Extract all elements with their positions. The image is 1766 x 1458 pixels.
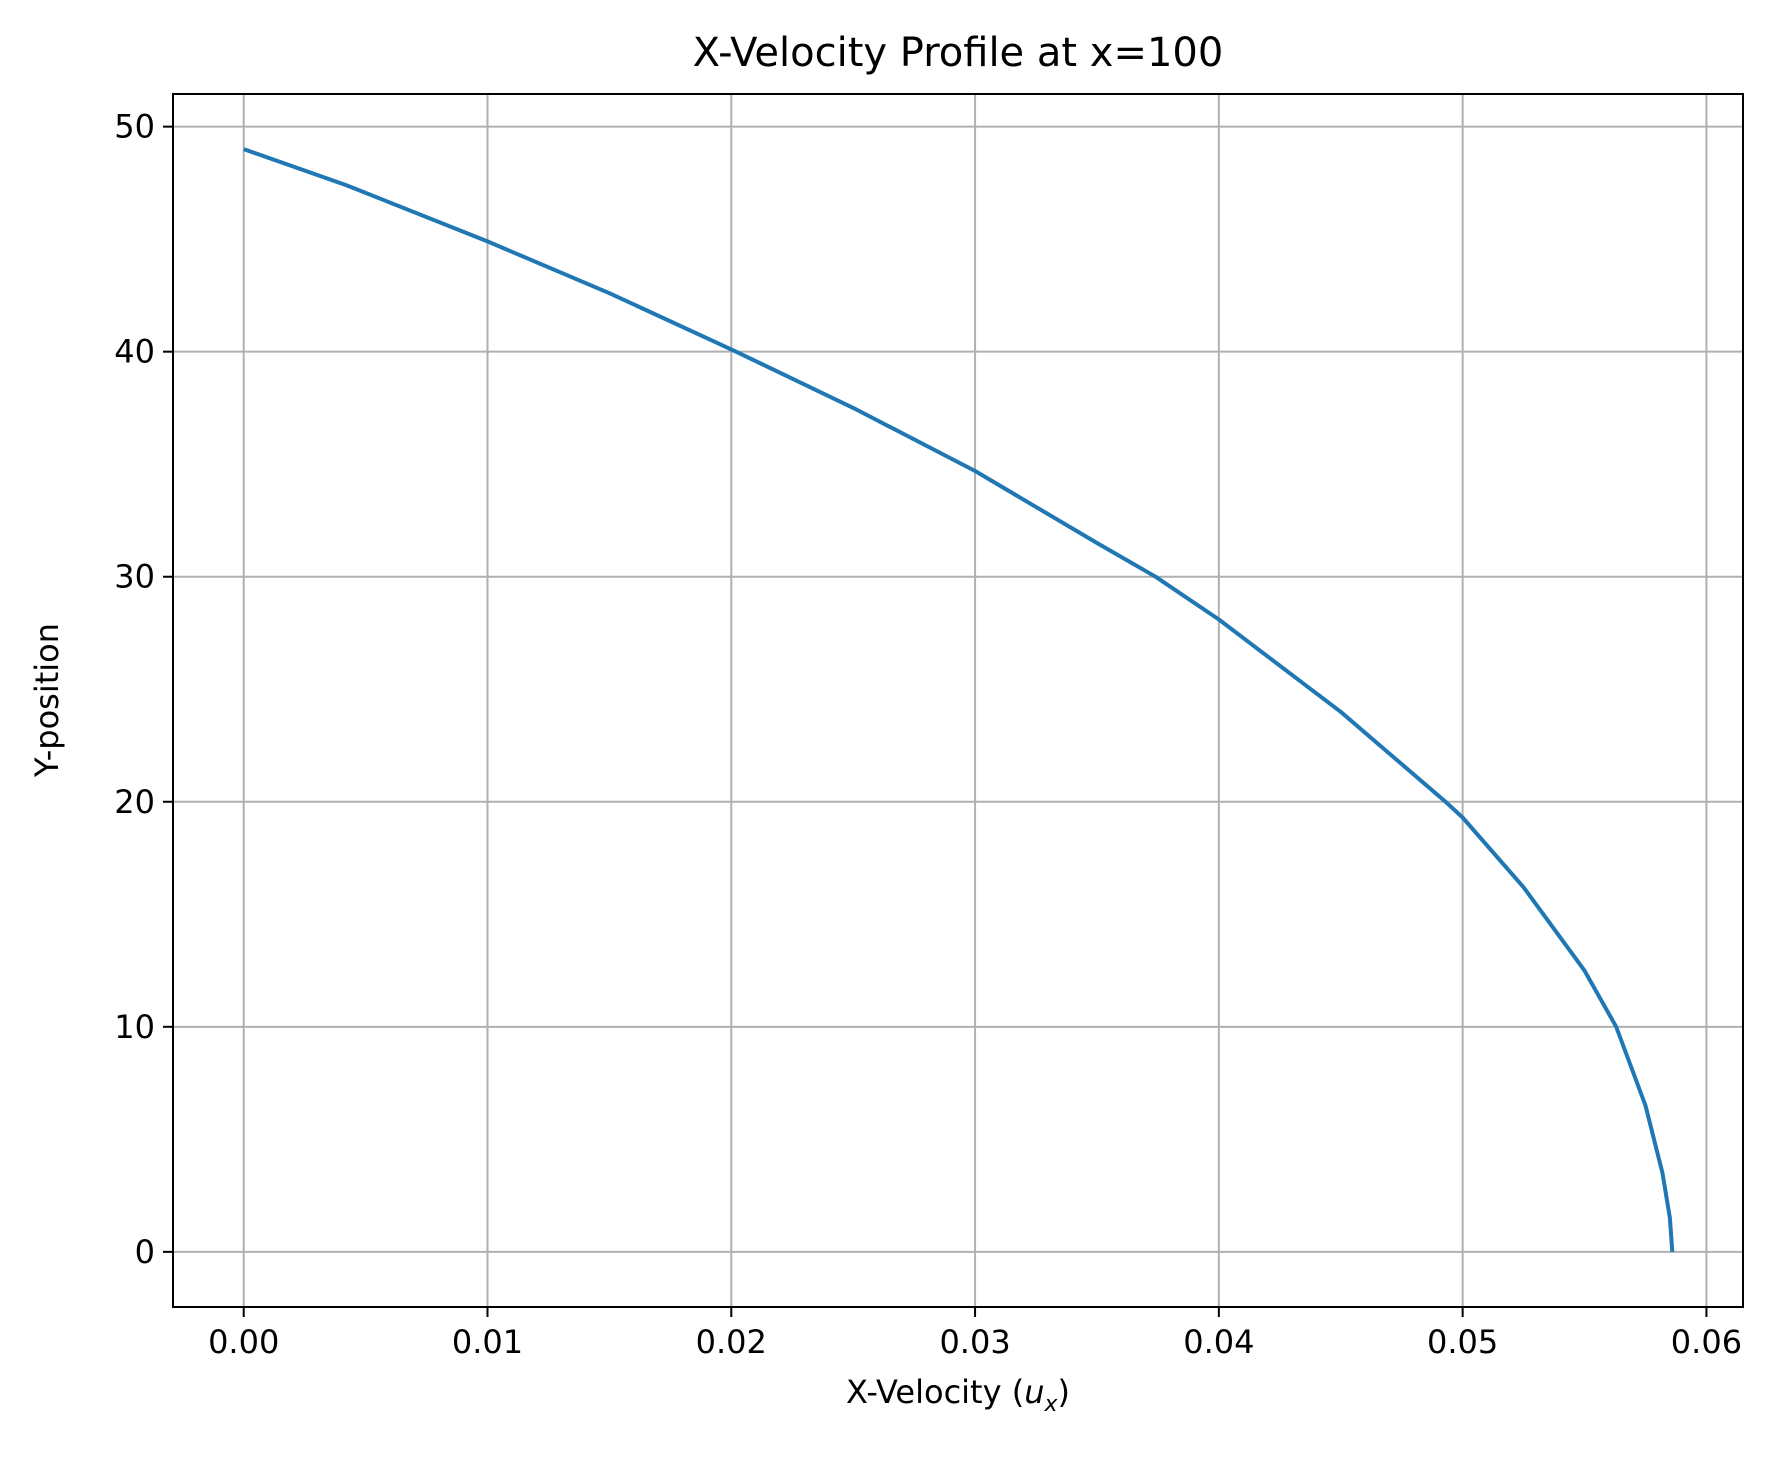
x-axis-label: X-Velocity (ux) — [846, 1373, 1070, 1417]
grid — [173, 94, 1743, 1307]
x-tick-label: 0.02 — [696, 1323, 767, 1361]
y-tick-label: 10 — [114, 1008, 155, 1046]
chart-title: X-Velocity Profile at x=100 — [693, 30, 1224, 76]
y-tick-label: 0 — [135, 1233, 155, 1271]
y-tick-label: 30 — [114, 558, 155, 596]
x-axis-label-prefix: X-Velocity ( — [846, 1373, 1024, 1411]
x-tick-label: 0.00 — [208, 1323, 279, 1361]
x-tick-label: 0.04 — [1183, 1323, 1254, 1361]
x-tick-label: 0.01 — [452, 1323, 523, 1361]
x-tick-label: 0.03 — [939, 1323, 1010, 1361]
plot-frame — [172, 93, 1744, 1308]
y-tick-label: 50 — [114, 108, 155, 146]
y-tick-label: 20 — [114, 783, 155, 821]
series-layer — [243, 147, 1675, 1253]
y-tick-label: 40 — [114, 333, 155, 371]
y-axis-label: Y-position — [28, 623, 66, 778]
x-axis-label-suffix: ) — [1058, 1373, 1070, 1411]
x-axis: 0.00 0.01 0.02 0.03 0.04 0.05 0.06 — [208, 1307, 1742, 1361]
x-tick-label: 0.05 — [1427, 1323, 1498, 1361]
x-axis-label-math: u — [1024, 1373, 1044, 1411]
y-axis: 0 10 20 30 40 50 — [114, 108, 173, 1271]
series-line — [243, 147, 1675, 1253]
x-axis-label-subscript: x — [1043, 1392, 1058, 1417]
x-tick-label: 0.06 — [1671, 1323, 1742, 1361]
